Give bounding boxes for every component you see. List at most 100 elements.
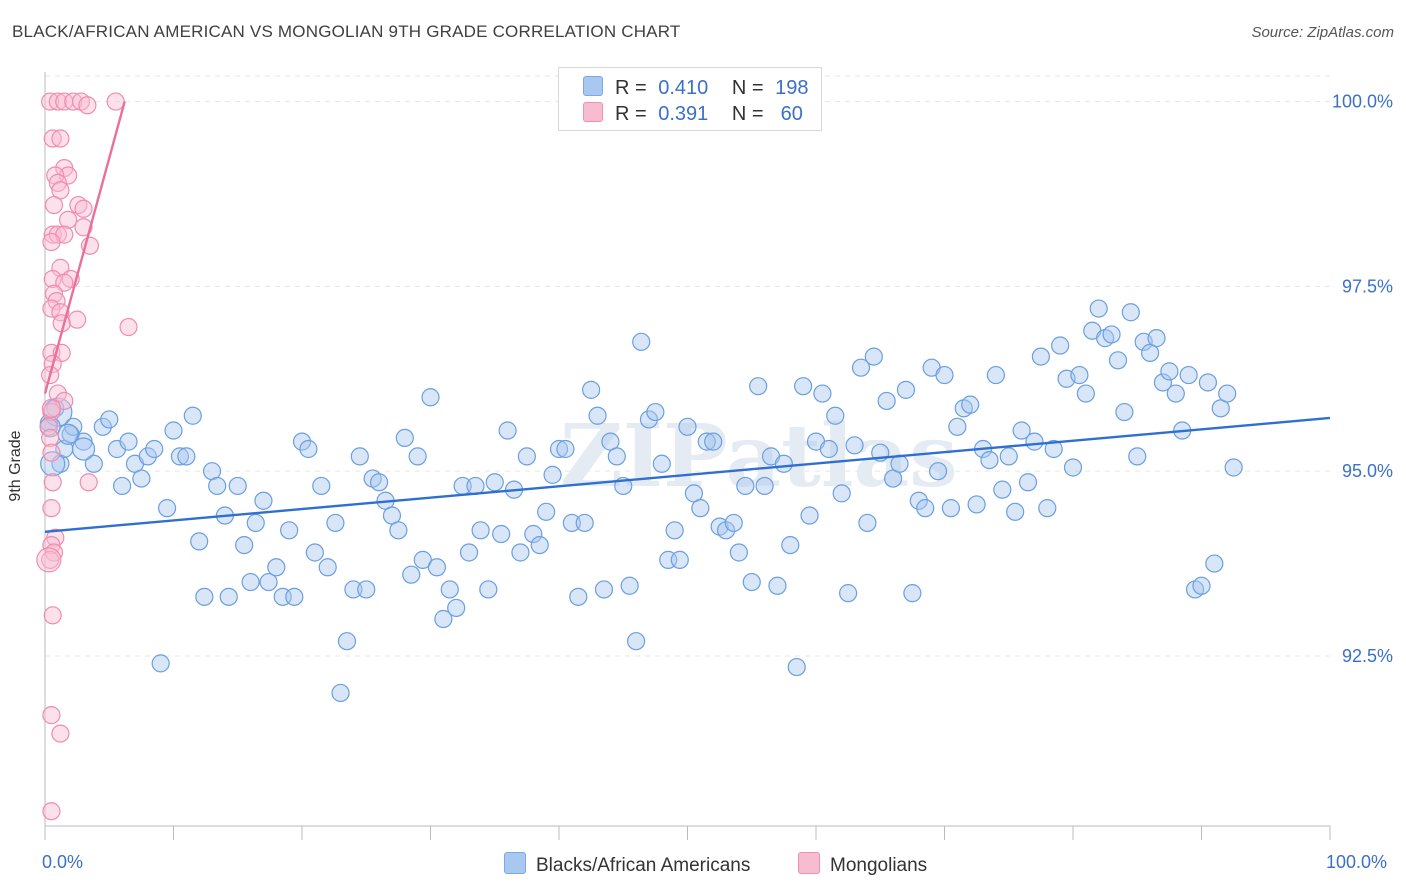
blacks-point bbox=[729, 543, 749, 562]
blacks-point bbox=[562, 513, 581, 533]
blacks-point bbox=[1051, 336, 1070, 355]
blacks-point bbox=[678, 417, 697, 436]
bottom-legend-mongolians: Mongolians bbox=[798, 852, 927, 876]
mongolians-point bbox=[41, 92, 60, 111]
blacks-point bbox=[1089, 299, 1108, 318]
mongolians-point bbox=[43, 473, 62, 492]
blacks-point bbox=[716, 521, 736, 540]
blacks-point bbox=[402, 565, 421, 584]
blacks-point bbox=[986, 365, 1006, 385]
blacks-point bbox=[1063, 458, 1083, 477]
blacks-point bbox=[928, 462, 948, 481]
blacks-point bbox=[594, 580, 614, 599]
blacks-point bbox=[909, 491, 928, 510]
legend-swatch-blacks bbox=[583, 76, 603, 96]
blacks-point bbox=[948, 417, 967, 436]
blacks-point bbox=[800, 506, 819, 525]
blacks-point bbox=[1038, 499, 1057, 518]
blacks-point bbox=[742, 572, 761, 592]
axes bbox=[44, 72, 1331, 840]
mongolians-point bbox=[43, 606, 62, 625]
legend-n-label: N = bbox=[731, 77, 764, 99]
blacks-point bbox=[1128, 447, 1147, 466]
blacks-point bbox=[543, 465, 562, 484]
blacks-point bbox=[697, 432, 716, 451]
bottom-legend-swatch-mongolians bbox=[798, 852, 820, 874]
blacks-point bbox=[1160, 362, 1179, 381]
blacks-point bbox=[492, 524, 511, 544]
blacks-point bbox=[768, 576, 787, 595]
blacks-point bbox=[961, 395, 980, 414]
blacks-point bbox=[890, 454, 909, 473]
mongolians-point bbox=[48, 225, 67, 244]
blacks-point bbox=[794, 377, 813, 396]
mongolians-point bbox=[43, 269, 62, 289]
blacks-point bbox=[626, 632, 646, 651]
mongolians-point bbox=[41, 428, 60, 448]
blacks-point bbox=[138, 447, 157, 466]
blacks-point bbox=[337, 632, 357, 651]
blacks-point bbox=[1025, 432, 1044, 451]
blacks-point bbox=[839, 584, 858, 603]
blacks-point bbox=[285, 587, 304, 606]
blacks-point bbox=[670, 550, 689, 569]
blacks-point bbox=[151, 654, 170, 673]
mongolians-point bbox=[74, 218, 93, 237]
mongolians-point bbox=[48, 92, 67, 111]
legend-r-label: R = bbox=[615, 103, 647, 125]
blacks-point bbox=[903, 584, 922, 603]
mongolians-point bbox=[42, 299, 61, 318]
blacks-point bbox=[749, 377, 768, 396]
y-tick-label: 92.5% bbox=[1342, 646, 1393, 666]
blacks-point bbox=[1044, 439, 1063, 459]
blacks-point bbox=[858, 513, 877, 533]
blacks-point bbox=[498, 421, 517, 440]
blacks-point bbox=[427, 558, 447, 577]
blacks-point bbox=[896, 380, 916, 399]
blacks-point bbox=[736, 476, 755, 496]
y-tick-label: 95.0% bbox=[1342, 461, 1393, 481]
legend-swatch-mongolians bbox=[583, 102, 603, 122]
mongolians-point bbox=[55, 273, 74, 292]
blacks-point bbox=[999, 447, 1018, 466]
blacks-point bbox=[845, 436, 864, 455]
blacks-point bbox=[556, 439, 575, 459]
grid-lines bbox=[45, 75, 1330, 657]
blacks-point bbox=[479, 580, 498, 599]
blacks-point bbox=[646, 402, 665, 422]
legend-n-label: N = bbox=[731, 103, 764, 125]
blacks-point bbox=[254, 491, 273, 510]
blacks-point bbox=[241, 572, 260, 592]
blacks-point bbox=[1179, 365, 1198, 385]
blacks-point bbox=[157, 499, 177, 518]
blacks-point bbox=[832, 484, 851, 503]
blacks-point bbox=[326, 513, 345, 533]
mongolians-point bbox=[42, 443, 61, 462]
blacks-point bbox=[357, 580, 376, 599]
blacks-point bbox=[724, 513, 743, 533]
blacks-point bbox=[826, 406, 845, 425]
blacks-point bbox=[471, 521, 490, 540]
blacks-point bbox=[864, 347, 883, 366]
blacks-point bbox=[1198, 373, 1218, 392]
mongolians-point bbox=[51, 129, 70, 148]
blacks-point bbox=[1121, 303, 1140, 322]
blacks-point bbox=[819, 439, 838, 459]
blacks-point bbox=[967, 495, 986, 514]
y-tick-label: 97.5% bbox=[1342, 276, 1393, 296]
blacks-point bbox=[331, 683, 350, 703]
mongolians-point bbox=[78, 96, 97, 115]
blacks-point bbox=[170, 447, 190, 466]
blacks-point bbox=[1192, 576, 1211, 595]
y-tick-label: 100.0% bbox=[1332, 92, 1393, 112]
blacks-point bbox=[219, 587, 238, 606]
legend-row-blacks: R = 0.410 N = 198 bbox=[583, 76, 809, 100]
blacks-point bbox=[1012, 421, 1031, 440]
mongolians-point bbox=[42, 499, 61, 518]
bottom-legend-blacks: Blacks/African Americans bbox=[504, 852, 750, 876]
bottom-legend-label-blacks: Blacks/African Americans bbox=[536, 855, 751, 876]
mongolians-point bbox=[74, 199, 93, 218]
mongolians-point bbox=[48, 173, 67, 192]
blacks-point bbox=[1115, 402, 1134, 422]
mongolians-point bbox=[119, 317, 138, 337]
